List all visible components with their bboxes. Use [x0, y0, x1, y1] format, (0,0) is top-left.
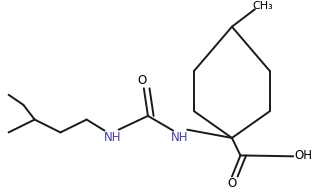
Text: O: O — [227, 177, 237, 190]
Text: NH: NH — [171, 131, 188, 144]
Text: O: O — [138, 74, 147, 87]
Text: CH₃: CH₃ — [252, 1, 273, 11]
Text: OH: OH — [294, 149, 312, 162]
Text: NH: NH — [104, 131, 121, 144]
